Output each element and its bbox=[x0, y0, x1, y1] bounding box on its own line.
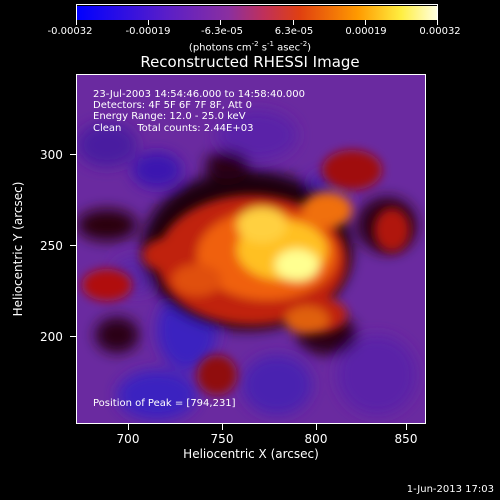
x-axis-tick-label: 700 bbox=[116, 432, 140, 446]
colorbar-gradient bbox=[77, 6, 437, 20]
colorbar-tick-label: 0.00019 bbox=[345, 26, 387, 37]
y-axis-tick-label: 200 bbox=[40, 330, 63, 344]
x-axis-tick bbox=[128, 424, 129, 430]
x-axis-tick-label: 800 bbox=[304, 432, 328, 446]
colorbar-tick bbox=[293, 20, 294, 25]
x-axis-label: Heliocentric X (arcsec) bbox=[183, 447, 319, 461]
y-axis-tick bbox=[70, 336, 76, 337]
colorbar-tick bbox=[437, 20, 438, 25]
colorbar-tick-label: -6.3e-05 bbox=[201, 26, 243, 37]
colorbar-tick bbox=[148, 20, 149, 25]
rhessi-image bbox=[76, 74, 426, 424]
image-title: Reconstructed RHESSI Image bbox=[140, 53, 360, 71]
colorbar-tick-label: 0.00032 bbox=[419, 26, 461, 37]
colorbar-tick-label: -0.00032 bbox=[47, 26, 93, 37]
y-axis-tick-label: 300 bbox=[40, 148, 63, 162]
units-text: (photons cm bbox=[188, 42, 252, 54]
units-exponent: -1 bbox=[267, 40, 274, 48]
x-axis-tick bbox=[316, 424, 317, 430]
colorbar-tick bbox=[76, 20, 77, 25]
generation-date: 1-Jun-2013 17:03 bbox=[406, 484, 494, 495]
x-axis-tick bbox=[406, 424, 407, 430]
colorbar-tick-label: 6.3e-05 bbox=[274, 26, 314, 37]
y-axis-label-text: Heliocentric Y (arcsec) bbox=[11, 181, 25, 317]
info-detectors: Detectors: 4F 5F 6F 7F 8F, Att 0 bbox=[93, 100, 253, 111]
x-axis-tick bbox=[222, 424, 223, 430]
colorbar-tick-label: -0.00019 bbox=[125, 26, 171, 37]
units-text: asec bbox=[274, 42, 301, 54]
peak-position: Position of Peak = [794,231] bbox=[93, 398, 236, 409]
units-exponent: -2 bbox=[251, 40, 259, 48]
units-text: s bbox=[258, 42, 268, 54]
info-clean-counts: Clean Total counts: 2.44E+03 bbox=[93, 123, 254, 134]
y-axis-label: Heliocentric Y (arcsec) bbox=[11, 182, 25, 317]
colorbar-units: (photons cm-2 s-1 asec-2) bbox=[0, 38, 500, 54]
x-axis-tick-label: 750 bbox=[210, 432, 234, 446]
y-axis-tick bbox=[70, 245, 76, 246]
units-text: ) bbox=[307, 42, 312, 54]
colorbar-tick bbox=[365, 20, 366, 25]
colorbar bbox=[76, 4, 438, 20]
info-energy-range: Energy Range: 12.0 - 25.0 keV bbox=[93, 111, 246, 122]
units-exponent: -2 bbox=[300, 40, 308, 48]
y-axis-tick bbox=[70, 154, 76, 155]
rhessi-heatmap bbox=[77, 75, 425, 423]
y-axis-tick-label: 250 bbox=[40, 239, 63, 253]
info-time-range: 23-Jul-2003 14:54:46.000 to 14:58:40.000 bbox=[93, 89, 305, 100]
x-axis-tick-label: 850 bbox=[394, 432, 418, 446]
colorbar-tick bbox=[220, 20, 221, 25]
